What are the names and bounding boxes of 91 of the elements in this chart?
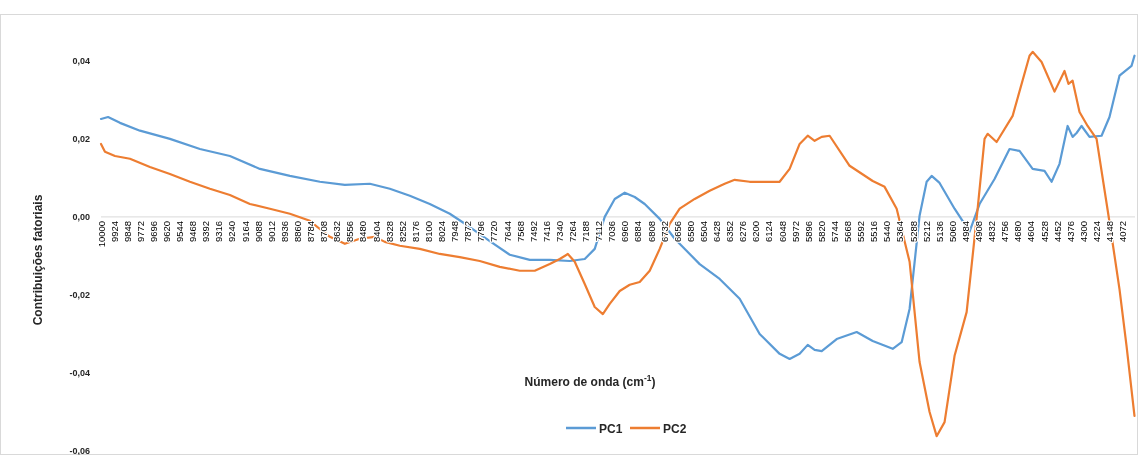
x-tick-label: 4984 — [959, 220, 971, 243]
x-tick-label: 8936 — [278, 220, 290, 243]
x-tick-label: 7644 — [501, 220, 513, 243]
x-tick-label: 5668 — [842, 220, 854, 243]
x-tick-label: 8708 — [318, 220, 330, 243]
x-tick-label: 5820 — [815, 220, 827, 243]
x-tick-label: 7340 — [553, 220, 565, 243]
x-tick-label: 5288 — [907, 220, 919, 243]
x-tick-label: 5744 — [828, 220, 840, 243]
x-tick-label: 8556 — [344, 220, 356, 243]
x-tick-label: 6048 — [776, 220, 788, 243]
x-tick-label: 7796 — [475, 220, 487, 243]
x-tick-label: 4452 — [1051, 220, 1063, 243]
x-tick-label: 8024 — [436, 220, 448, 243]
x-tick-label: 5212 — [920, 220, 932, 243]
x-tick-label: 6808 — [645, 220, 657, 243]
legend-label: PC2 — [663, 421, 687, 436]
x-tick-label: 7872 — [462, 220, 474, 243]
x-tick-label: 9848 — [121, 220, 133, 243]
x-tick-label: 7264 — [567, 220, 578, 243]
x-tick-label: 9012 — [265, 220, 277, 243]
x-tick-label: 5364 — [894, 220, 906, 243]
x-tick-label: 6200 — [750, 220, 762, 243]
x-tick-label: 8632 — [331, 220, 343, 243]
x-tick-label: 4376 — [1064, 220, 1076, 243]
x-tick-label: 9924 — [108, 220, 120, 243]
x-tick-label: 9544 — [174, 220, 186, 243]
x-tick-label: 5972 — [789, 220, 801, 243]
x-tick-label: 8404 — [370, 220, 382, 243]
legend-label: PC1 — [599, 421, 623, 436]
x-tick-label: 7416 — [540, 220, 552, 243]
x-tick-label: 4148 — [1103, 220, 1115, 243]
y-tick-label: 0,04 — [72, 55, 90, 66]
x-tick-label: 9772 — [134, 220, 146, 243]
x-tick-label: 8176 — [409, 220, 421, 243]
x-tick-label: 9088 — [252, 220, 264, 243]
x-tick-label: 4300 — [1077, 220, 1089, 243]
x-tick-label: 5060 — [946, 220, 958, 243]
x-tick-label: 6276 — [737, 220, 749, 243]
x-tick-label: 4528 — [1038, 220, 1050, 243]
x-tick-label: 5136 — [933, 220, 945, 243]
x-tick-label: 7568 — [514, 220, 526, 243]
y-tick-label: 0,00 — [72, 211, 90, 222]
x-tick-label: 6732 — [658, 220, 670, 243]
x-tick-label: 6960 — [619, 220, 631, 243]
x-tick-label: 7492 — [527, 220, 539, 243]
x-tick-label: 6352 — [724, 220, 736, 243]
x-tick-label: 10000 — [95, 220, 107, 248]
x-axis-title: Número de onda (cm$^{-1}$) — [524, 373, 656, 389]
line-series — [99, 50, 1136, 438]
x-tick-label: 8860 — [291, 220, 303, 243]
x-tick-label: 9468 — [187, 220, 199, 243]
x-tick-label: 7112 — [593, 220, 605, 242]
x-tick-label: 6428 — [711, 220, 723, 243]
y-tick-label: -0,02 — [69, 289, 90, 300]
x-tick-label: 9164 — [239, 220, 251, 243]
x-tick-label: 8252 — [396, 220, 408, 243]
x-tick-label: 7188 — [580, 220, 592, 243]
x-tick-label: 6656 — [671, 220, 683, 243]
x-tick-label: 4224 — [1090, 220, 1102, 243]
x-tick-label: 6884 — [632, 220, 644, 243]
x-tick-label: 4908 — [973, 220, 985, 243]
x-tick-label: 4756 — [999, 220, 1011, 243]
x-tick-label: 8784 — [305, 220, 317, 243]
x-tick-label: 7036 — [606, 220, 618, 243]
x-tick-label: 5516 — [868, 220, 880, 243]
x-tick-label: 6124 — [763, 220, 775, 243]
x-tick-label: 4072 — [1117, 220, 1129, 243]
x-tick-label: 6504 — [697, 220, 709, 243]
y-tick-label: -0,06 — [69, 446, 90, 455]
x-tick-label: 8480 — [357, 220, 369, 243]
x-tick-label: 8100 — [422, 220, 434, 243]
x-tick-label: 9696 — [147, 220, 159, 243]
x-tick-label: 7948 — [449, 220, 461, 243]
x-tick-label: 5440 — [881, 220, 893, 243]
y-tick-label: -0,04 — [69, 367, 90, 378]
x-tick-label: 4680 — [1012, 220, 1024, 243]
x-tick-label: 9620 — [160, 220, 172, 243]
x-tick-label: 5592 — [855, 220, 867, 243]
x-tick-label: 9240 — [226, 220, 238, 243]
y-tick-label: 0,02 — [72, 133, 90, 144]
line-series — [99, 54, 1136, 361]
x-tick-label: 4832 — [986, 220, 998, 243]
x-tick-label: 9316 — [213, 220, 225, 243]
x-tick-label: 5896 — [802, 220, 814, 243]
x-tick-label: 9392 — [200, 220, 212, 243]
x-tick-label: 6580 — [684, 220, 696, 243]
x-tick-label: 8328 — [383, 220, 395, 243]
x-tick-label: 7720 — [488, 220, 500, 243]
y-axis-title: Contribuições fatoriais — [31, 194, 45, 326]
x-tick-label: 4604 — [1025, 220, 1037, 243]
